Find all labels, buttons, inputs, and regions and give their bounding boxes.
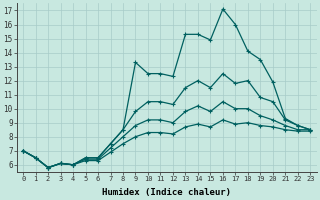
X-axis label: Humidex (Indice chaleur): Humidex (Indice chaleur): [102, 188, 231, 197]
